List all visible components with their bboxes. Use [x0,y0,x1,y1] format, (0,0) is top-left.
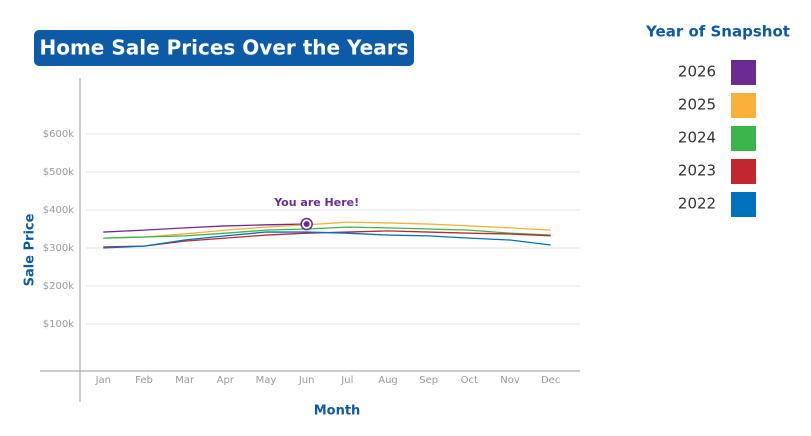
legend-swatch [731,159,756,184]
x-tick-label: Sep [419,375,438,386]
y-tick-label: $100k [43,319,74,330]
y-axis-label: Sale Price [23,213,38,286]
y-tick-label: $600k [43,129,74,140]
y-tick-label: $500k [43,167,74,178]
legend-label: 2022 [678,195,716,213]
x-tick-label: Apr [217,375,235,386]
series-line [103,221,551,239]
legend-swatch [731,93,756,118]
x-tick-label: May [256,375,277,386]
x-tick-label: Mar [175,375,195,386]
legend-label: 2025 [678,96,716,114]
legend-title: Year of Snapshot [645,23,790,41]
legend-label: 2023 [678,162,716,180]
y-tick-label: $400k [43,205,74,216]
x-tick-label: Dec [541,375,560,386]
series-line [103,231,551,249]
x-tick-label: Aug [378,375,398,386]
series-line [103,223,307,233]
x-tick-label: Feb [135,375,153,386]
here-dot [303,221,310,228]
legend-label: 2026 [678,63,716,81]
legend-swatch [731,126,756,151]
legend-swatch [731,60,756,85]
y-tick-label: $200k [43,281,74,292]
y-tick-label: $300k [43,243,74,254]
x-tick-label: Nov [500,375,520,386]
annotation: You are Here! [273,196,359,209]
legend-label: 2024 [678,129,716,147]
x-tick-label: Jul [340,375,353,386]
x-tick-label: Oct [461,375,478,386]
x-tick-label: Jan [95,375,111,386]
x-tick-label: Jun [298,375,315,386]
chart-title: Home Sale Prices Over the Years [39,36,408,60]
x-axis-label: Month [314,404,361,419]
series-line [103,226,551,239]
legend-swatch [731,192,756,217]
title-box [34,30,414,66]
